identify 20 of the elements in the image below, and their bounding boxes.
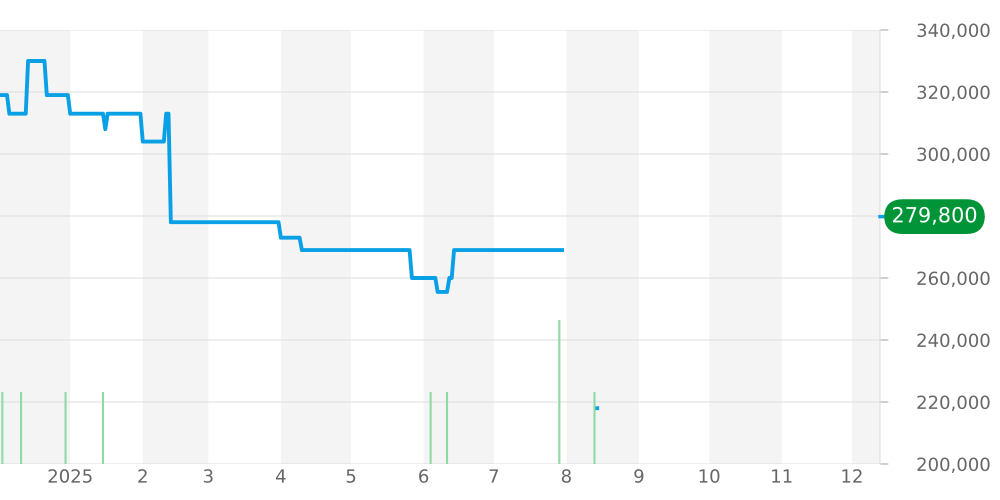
x-tick-label: 2 — [138, 469, 147, 483]
y-tick-label: 340,000 — [917, 23, 990, 39]
y-tick-label: 260,000 — [917, 271, 990, 287]
x-tick-label: 2025 — [48, 469, 92, 483]
x-tick-label: 4 — [276, 469, 286, 483]
y-tick-label: 300,000 — [917, 147, 990, 163]
x-tick-label: 6 — [419, 469, 428, 483]
y-tick-label: 320,000 — [917, 85, 990, 101]
ref-line-label: 279,800 — [892, 206, 976, 225]
x-tick-label: 3 — [204, 469, 213, 483]
x-tick-label: 10 — [700, 469, 720, 483]
y-tick-label: 200,000 — [917, 457, 990, 473]
x-tick-label: 12 — [842, 469, 862, 483]
y-tick-label: 240,000 — [917, 333, 990, 349]
x-tick-label: 5 — [346, 469, 356, 483]
x-tick-label: 7 — [490, 469, 498, 483]
x-tick-label: 8 — [562, 469, 571, 483]
x-tick-label: 11 — [772, 469, 792, 483]
y-tick-label: 220,000 — [917, 395, 990, 411]
x-tick-label: 9 — [634, 469, 644, 483]
